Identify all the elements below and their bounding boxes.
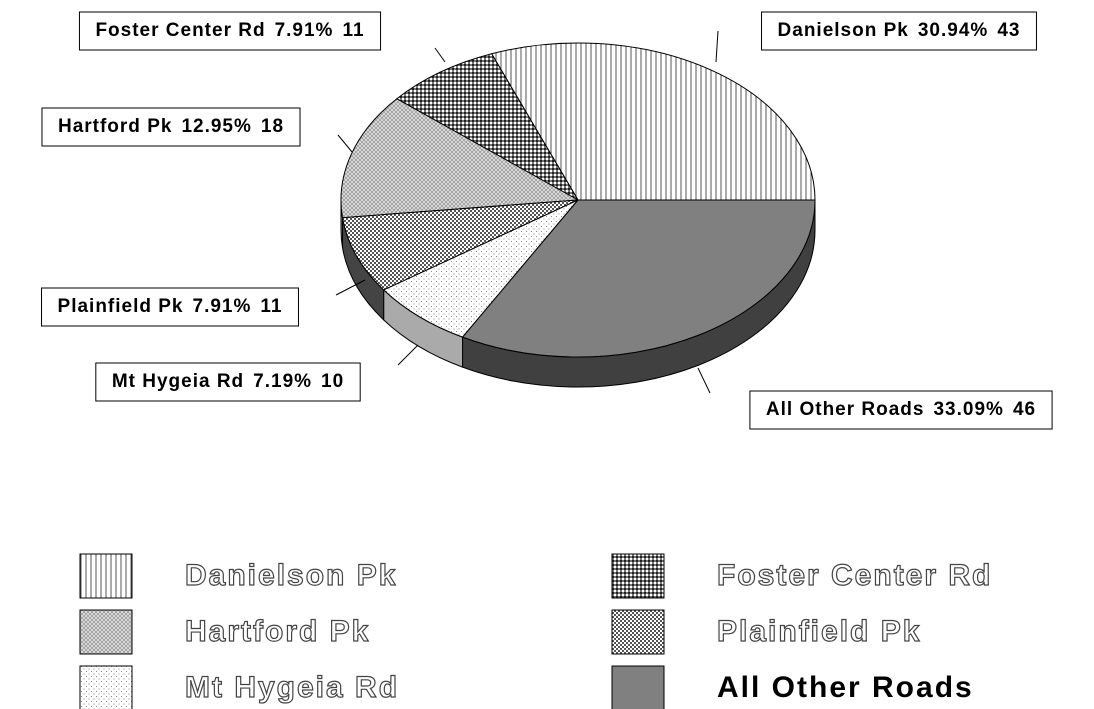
leader-line <box>715 30 719 63</box>
legend-swatch <box>611 609 665 655</box>
label-percent: 7.91% <box>275 20 334 41</box>
pie-slice <box>461 199 816 358</box>
label-percent: 7.19% <box>253 371 312 392</box>
label-percent: 12.95% <box>181 116 251 137</box>
pie-slice <box>382 199 579 338</box>
label-category: Hartford Pk <box>58 116 172 137</box>
label-category: Plainfield Pk <box>58 296 184 317</box>
legend-label: Hartford Pk <box>185 615 370 648</box>
label-value: 10 <box>321 371 344 392</box>
label-value: 46 <box>1013 399 1036 420</box>
pie-slice <box>490 42 816 201</box>
pie-slice <box>341 199 579 291</box>
label-percent: 33.09% <box>933 399 1003 420</box>
leader-line <box>397 344 419 366</box>
legend-label: Mt Hygeia Rd <box>185 671 399 704</box>
legend-label: Foster Center Rd <box>717 559 992 592</box>
legend-swatch <box>611 665 665 709</box>
label-value: 11 <box>260 296 282 317</box>
legend-swatch <box>79 553 133 599</box>
data-label: Foster Center Rd 7.91% 11 <box>95 20 364 41</box>
label-box <box>78 11 382 51</box>
label-category: All Other Roads <box>766 399 925 420</box>
label-category: Mt Hygeia Rd <box>112 371 244 392</box>
leader-line <box>697 367 711 394</box>
data-label: Hartford Pk 12.95% 18 <box>58 116 284 137</box>
label-percent: 30.94% <box>918 20 988 41</box>
data-label: Mt Hygeia Rd 7.19% 10 <box>112 371 344 392</box>
legend-swatch <box>611 553 665 599</box>
label-box <box>41 107 301 147</box>
label-box <box>41 287 299 327</box>
legend-label: Danielson Pk <box>185 559 397 592</box>
label-box <box>749 390 1053 430</box>
label-value: 11 <box>342 20 364 41</box>
data-labels: Danielson Pk 30.94% 43 Foster Center Rd 7.91… <box>41 11 1053 430</box>
label-category: Danielson Pk <box>778 20 909 41</box>
data-label: Plainfield Pk 7.91% 11 <box>58 296 283 317</box>
leader-line <box>337 134 353 153</box>
legend-swatch <box>79 609 133 655</box>
data-label: Danielson Pk 30.94% 43 <box>778 20 1021 41</box>
label-value: 18 <box>261 116 284 137</box>
legend-swatch <box>79 665 133 709</box>
pie <box>340 42 816 388</box>
legend: Danielson Pk Foster Center Rd Hartford Pk P… <box>79 553 992 709</box>
leader-line <box>434 47 446 63</box>
label-value: 43 <box>997 20 1020 41</box>
legend-label: Plainfield Pk <box>717 615 921 648</box>
pie-slice <box>395 53 580 202</box>
label-box <box>95 362 361 402</box>
label-box <box>761 11 1037 51</box>
leader-line <box>335 279 366 296</box>
legend-label: All Other Roads <box>717 671 974 704</box>
pie-slice <box>340 98 580 219</box>
label-percent: 7.91% <box>193 296 252 317</box>
data-label: All Other Roads 33.09% 46 <box>766 399 1036 420</box>
label-category: Foster Center Rd <box>95 20 265 41</box>
